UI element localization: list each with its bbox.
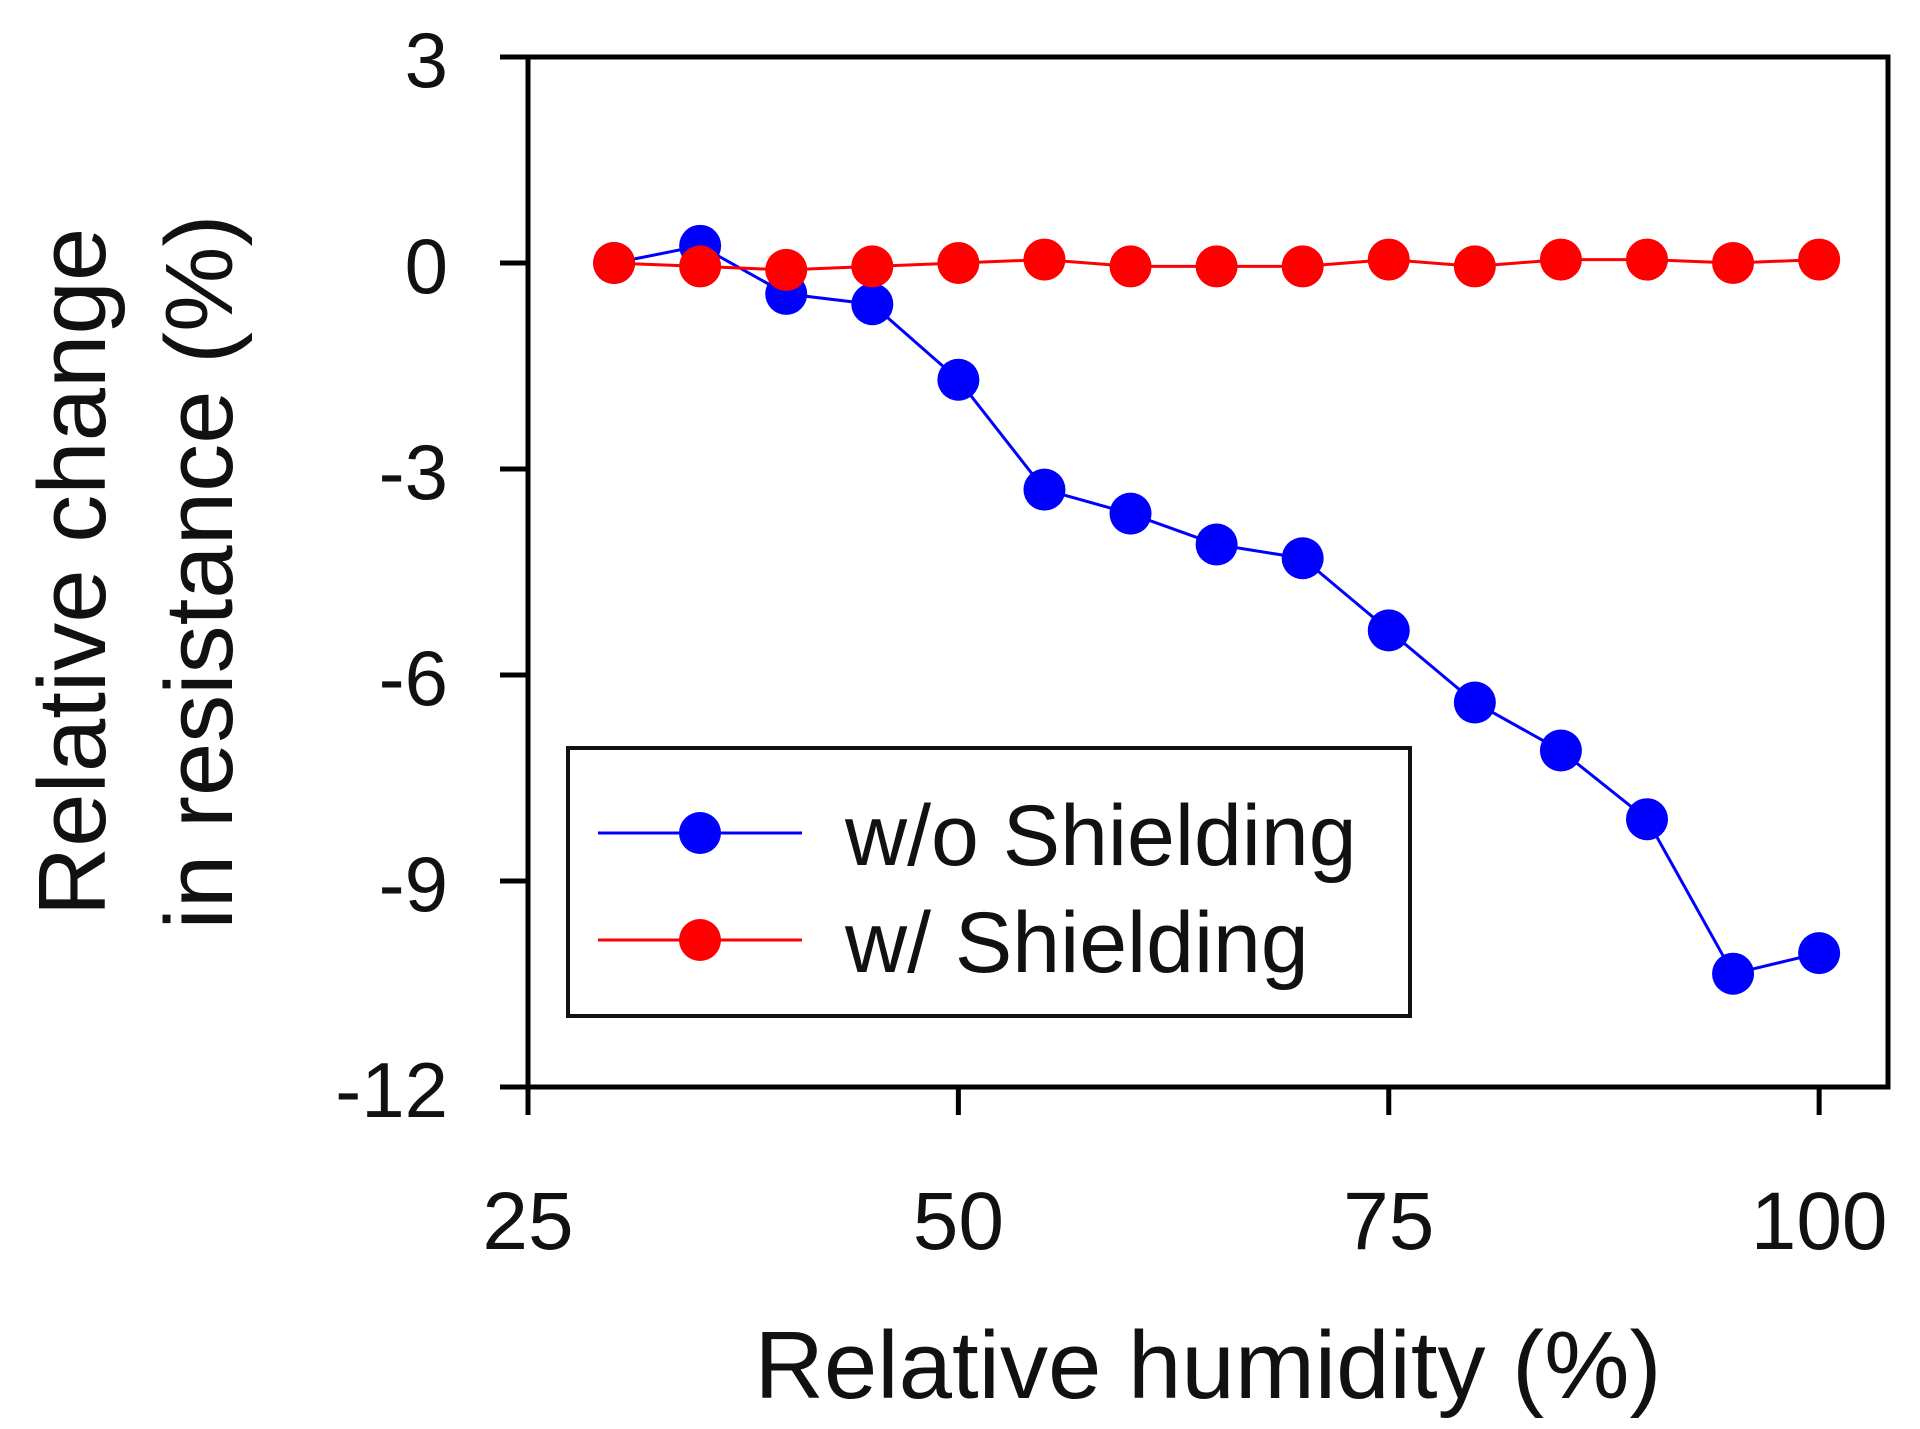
legend-label-wo-shielding: w/o Shielding: [844, 788, 1357, 884]
data-point: [1023, 468, 1066, 511]
data-point: [1453, 245, 1496, 288]
y-tick-label: -9: [379, 840, 448, 928]
y-axis-label-line-2: in resistance (%): [146, 215, 253, 930]
data-point: [1367, 609, 1410, 652]
series-w-shielding: [593, 238, 1841, 291]
y-tick-label: -3: [379, 428, 448, 516]
x-tick-label: 75: [1343, 1176, 1434, 1267]
data-point: [1367, 238, 1410, 281]
data-point: [1625, 798, 1668, 841]
data-point: [1281, 537, 1324, 580]
data-point: [679, 245, 722, 288]
data-point: [851, 245, 894, 288]
data-point: [1109, 245, 1152, 288]
data-point: [1798, 238, 1841, 281]
data-point: [1453, 681, 1496, 724]
data-point: [1625, 238, 1668, 281]
y-tick-label: 0: [405, 222, 448, 310]
x-tick-label: 100: [1751, 1176, 1888, 1267]
data-point: [1798, 932, 1841, 975]
data-point: [937, 242, 980, 284]
legend-marker-w-shielding: [679, 919, 721, 961]
y-axis-label-line-1: Relative change: [19, 228, 126, 916]
y-tick-label: -12: [335, 1046, 448, 1134]
data-point: [1023, 238, 1066, 281]
legend-marker-wo-shielding: [679, 812, 721, 854]
data-point: [1109, 492, 1152, 535]
y-axis-ticks: 3 0 -3 -6 -9 -12: [335, 16, 528, 1134]
data-point: [937, 358, 980, 401]
legend: w/o Shielding w/ Shielding: [566, 746, 1412, 1018]
data-point: [1712, 242, 1755, 284]
plot-frame: [525, 54, 1891, 1090]
data-point: [1281, 245, 1324, 288]
data-point: [1712, 952, 1755, 995]
y-tick-label: -6: [379, 634, 448, 722]
data-point: [765, 248, 808, 291]
x-tick-label: 25: [482, 1176, 573, 1267]
y-tick-label: 3: [405, 16, 448, 104]
data-point: [1539, 238, 1582, 281]
data-point: [1539, 729, 1582, 772]
data-point: [851, 283, 894, 326]
series-layer: [593, 224, 1841, 995]
x-axis-ticks: 25 50 75 100: [482, 1087, 1888, 1267]
x-axis-label: Relative humidity (%): [755, 1312, 1662, 1419]
legend-box: [566, 746, 1412, 1018]
data-point: [1195, 523, 1238, 566]
legend-label-w-shielding: w/ Shielding: [844, 895, 1309, 991]
x-tick-label: 50: [913, 1176, 1004, 1267]
data-point: [593, 242, 636, 284]
data-point: [1195, 245, 1238, 288]
